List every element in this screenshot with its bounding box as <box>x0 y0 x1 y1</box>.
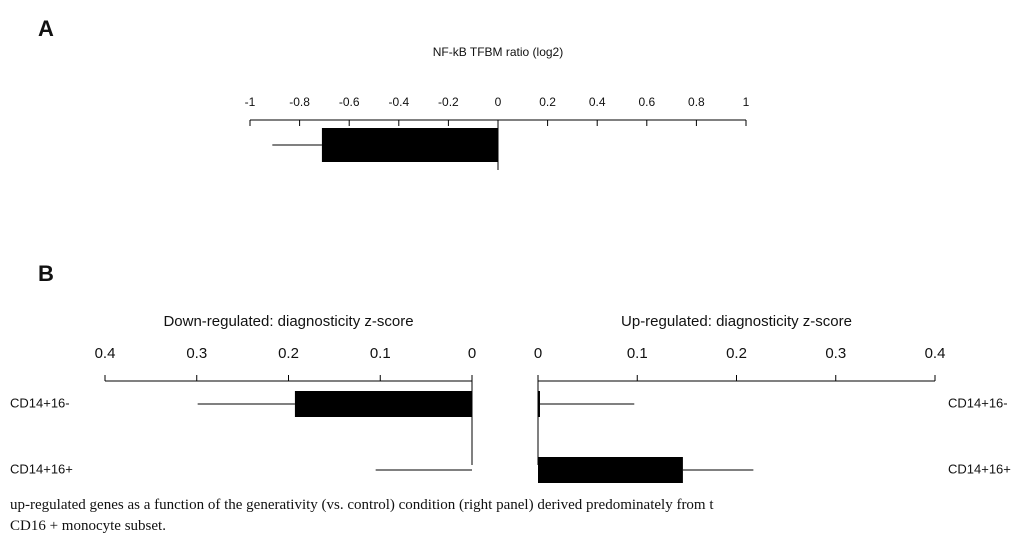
chart-title: Up-regulated: diagnosticity z-score <box>621 313 852 330</box>
x-tick-label: 0.6 <box>638 95 655 109</box>
chart-title: NF-kB TFBM ratio (log2) <box>433 45 563 59</box>
x-tick-label: 0 <box>495 95 502 109</box>
caption-line: up-regulated genes as a function of the … <box>10 497 714 513</box>
x-tick-label: 0.1 <box>370 345 391 362</box>
x-tick-label: -1 <box>245 95 256 109</box>
x-tick-label: 0.1 <box>627 345 648 362</box>
panel-label: A <box>38 16 54 41</box>
bar <box>294 391 472 417</box>
x-tick-label: 0 <box>534 345 542 362</box>
x-tick-label: -0.6 <box>339 95 360 109</box>
category-label: CD14+16- <box>10 395 70 410</box>
panel-label: B <box>38 261 54 286</box>
x-tick-label: 0.3 <box>825 345 846 362</box>
bar <box>538 391 540 417</box>
x-tick-label: 0.2 <box>278 345 299 362</box>
bar <box>538 457 683 483</box>
caption-line: CD16 + monocyte subset. <box>10 518 166 534</box>
figure: A B NF-kB TFBM ratio (log2) -1 -0.8 -0.6 -0.… <box>10 16 1011 483</box>
x-tick-label: 0.4 <box>925 345 946 362</box>
x-tick-label: 0.2 <box>539 95 556 109</box>
x-tick-label: 0.8 <box>688 95 705 109</box>
x-tick-label: 1 <box>743 95 750 109</box>
x-tick-label: 0.4 <box>95 345 116 362</box>
x-tick-label: 0.3 <box>186 345 207 362</box>
x-tick-label: 0 <box>468 345 476 362</box>
category-label: CD14+16+ <box>948 461 1011 476</box>
bar <box>321 128 498 162</box>
x-tick-label: 0.2 <box>726 345 747 362</box>
x-tick-label: -0.4 <box>388 95 409 109</box>
x-tick-label: -0.8 <box>289 95 310 109</box>
x-tick-label: -0.2 <box>438 95 459 109</box>
category-label: CD14+16- <box>948 395 1008 410</box>
category-label: CD14+16+ <box>10 461 73 476</box>
x-tick-label: 0.4 <box>589 95 606 109</box>
chart-title: Down-regulated: diagnosticity z-score <box>163 313 413 330</box>
